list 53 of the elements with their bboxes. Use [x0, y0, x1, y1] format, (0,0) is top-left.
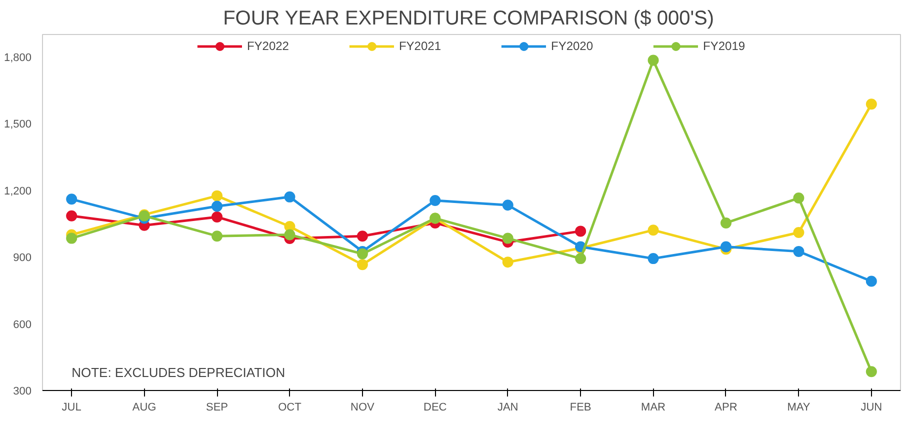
point [212, 190, 223, 202]
point [212, 230, 223, 242]
y-tick-label: 1,800 [4, 52, 32, 64]
point [866, 98, 877, 110]
point [866, 276, 877, 287]
x-tick-label: JUL [62, 402, 82, 414]
annotation: NOTE: EXCLUDES DEPRECIATION [72, 364, 286, 380]
point [502, 256, 514, 268]
y-tick-label: 900 [13, 252, 32, 264]
point [66, 194, 78, 205]
point [66, 210, 78, 222]
point [356, 259, 368, 270]
point [648, 224, 659, 236]
point [284, 229, 296, 240]
point [720, 241, 732, 252]
point [575, 253, 586, 264]
y-tick-label: 300 [13, 386, 32, 398]
point [648, 253, 659, 264]
point [212, 211, 223, 222]
point [720, 217, 732, 228]
legend-label: FY2019 [703, 39, 746, 53]
x-tick-label: JUN [860, 402, 882, 414]
y-tick-label: 1,200 [4, 185, 32, 198]
legend-label: FY2022 [246, 39, 289, 53]
x-tick-label: MAY [787, 402, 811, 414]
x-tick-label: FEB [570, 402, 592, 414]
point [793, 192, 804, 204]
point [66, 232, 78, 244]
point [575, 226, 586, 237]
point [648, 54, 659, 66]
chart-title: FOUR YEAR EXPENDITURE COMPARISON ($ 000'S) [223, 8, 714, 30]
point [356, 230, 368, 242]
x-tick-label: APR [714, 402, 738, 414]
point [430, 194, 441, 206]
point [502, 232, 514, 244]
x-tick-label: AUG [132, 402, 156, 414]
y-tick-label: 600 [13, 318, 32, 331]
legend-label: FY2020 [551, 39, 594, 53]
point [793, 227, 804, 238]
point [866, 366, 877, 378]
point [502, 200, 514, 211]
x-tick-label: DEC [424, 402, 447, 414]
point [356, 248, 368, 260]
x-tick-label: JAN [497, 402, 518, 414]
point [284, 191, 296, 202]
x-tick-label: OCT [278, 402, 302, 414]
y-tick-label: 1,500 [4, 118, 32, 130]
point [793, 246, 804, 257]
x-tick-label: MAR [641, 402, 666, 414]
x-tick-label: SEP [206, 402, 228, 414]
x-tick-label: NOV [350, 402, 376, 414]
point [212, 200, 223, 212]
legend-label: FY2021 [398, 39, 441, 53]
